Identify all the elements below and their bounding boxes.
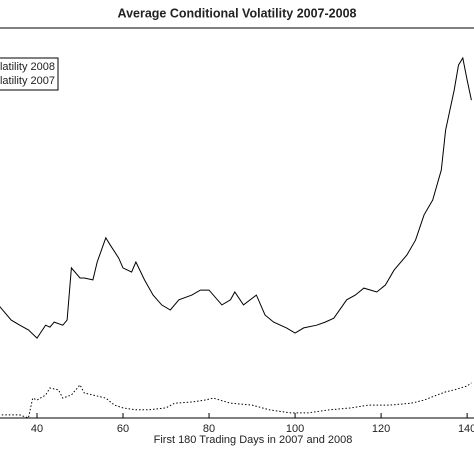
legend-box bbox=[0, 57, 59, 91]
x-tick-label: 100 bbox=[286, 423, 304, 435]
legend-label: Volatility 2008 bbox=[0, 61, 55, 73]
x-tick-label: 140 bbox=[458, 423, 474, 435]
data-line bbox=[0, 382, 472, 419]
legend-label: Volatility 2007 bbox=[0, 75, 55, 87]
data-line bbox=[0, 56, 472, 339]
x-tick-label: 40 bbox=[31, 423, 43, 435]
x-tick-label: 120 bbox=[372, 423, 390, 435]
x-tick-label: 60 bbox=[117, 423, 129, 435]
chart-title: Average Conditional Volatility 2007-2008 bbox=[118, 6, 357, 20]
x-axis-label: First 180 Trading Days in 2007 and 2008 bbox=[154, 434, 353, 446]
x-tick-label: 80 bbox=[203, 423, 215, 435]
